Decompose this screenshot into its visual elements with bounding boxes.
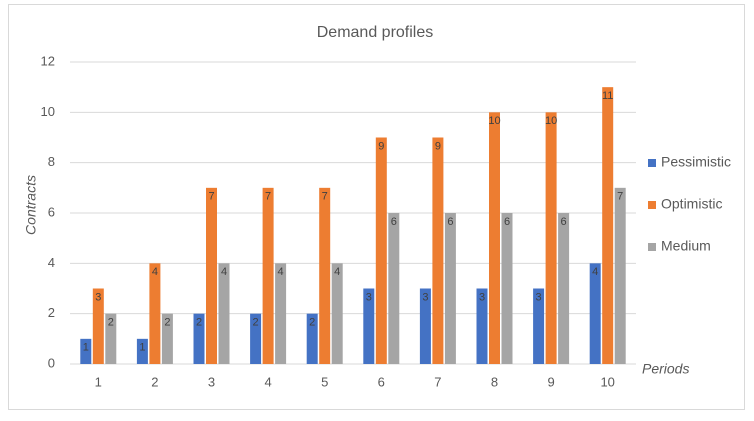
bar — [80, 338, 92, 364]
data-label: 2 — [253, 317, 259, 329]
bar — [161, 313, 173, 364]
bar — [105, 313, 117, 364]
data-label: 6 — [504, 216, 510, 228]
data-label: 4 — [592, 266, 598, 278]
data-label: 1 — [139, 342, 145, 354]
x-tick-label: 7 — [434, 374, 441, 389]
y-tick-label: 12 — [41, 53, 55, 68]
data-label: 2 — [309, 317, 315, 329]
data-label: 9 — [435, 140, 441, 152]
data-label: 10 — [488, 115, 500, 127]
data-label: 4 — [278, 266, 284, 278]
data-label: 3 — [95, 291, 101, 303]
x-axis-label: Periods — [642, 361, 689, 377]
data-label: 10 — [545, 115, 557, 127]
x-tick-label: 9 — [547, 374, 554, 389]
data-label: 2 — [164, 317, 170, 329]
y-tick-label: 4 — [48, 255, 55, 270]
data-label: 7 — [322, 191, 328, 203]
x-tick-label: 10 — [600, 374, 614, 389]
y-tick-label: 8 — [48, 154, 55, 169]
data-label: 11 — [602, 90, 613, 102]
y-tick-label: 0 — [48, 355, 55, 370]
data-label: 3 — [422, 291, 428, 303]
bar — [149, 263, 161, 364]
x-tick-label: 4 — [264, 374, 271, 389]
bar — [388, 213, 400, 364]
bar — [589, 263, 601, 364]
data-label: 7 — [617, 191, 623, 203]
bar — [206, 187, 217, 364]
bar — [218, 263, 230, 364]
bar — [419, 288, 431, 364]
x-tick-label: 6 — [378, 374, 385, 389]
legend-swatch — [648, 201, 656, 209]
legend-label: Optimistic — [661, 196, 722, 212]
bar — [558, 213, 570, 364]
bar — [92, 288, 104, 364]
data-label: 4 — [334, 266, 340, 278]
legend-swatch — [648, 159, 656, 167]
data-label: 7 — [265, 191, 271, 203]
chart-title: Demand profiles — [317, 24, 434, 41]
x-tick-label: 5 — [321, 374, 328, 389]
data-label: 3 — [536, 291, 542, 303]
data-label: 2 — [108, 317, 114, 329]
data-label: 6 — [447, 216, 453, 228]
x-tick-label: 1 — [95, 374, 102, 389]
bar — [363, 288, 375, 364]
y-tick-label: 10 — [41, 104, 55, 119]
y-axis-label: Contracts — [23, 175, 39, 235]
data-label: 7 — [208, 191, 214, 203]
data-label: 9 — [378, 140, 384, 152]
bar — [545, 112, 557, 364]
x-tick-label: 8 — [491, 374, 498, 389]
bar — [136, 338, 148, 364]
legend-swatch — [648, 243, 656, 251]
x-tick-label: 3 — [208, 374, 215, 389]
data-label: 3 — [366, 291, 372, 303]
data-label: 2 — [196, 317, 202, 329]
bar — [501, 213, 513, 364]
data-label: 4 — [221, 266, 227, 278]
bar — [432, 137, 444, 364]
data-label: 3 — [479, 291, 485, 303]
bar — [275, 263, 287, 364]
data-label: 4 — [152, 266, 158, 278]
bar — [614, 187, 626, 364]
bar — [602, 87, 614, 365]
bar — [375, 137, 387, 364]
bar — [489, 112, 500, 364]
bar — [444, 213, 456, 364]
data-label: 6 — [391, 216, 397, 228]
y-tick-label: 6 — [48, 204, 55, 219]
bar — [533, 288, 545, 364]
bar — [476, 288, 488, 364]
x-tick-label: 2 — [151, 374, 158, 389]
data-label: 6 — [561, 216, 567, 228]
legend-label: Medium — [661, 238, 711, 254]
data-label: 1 — [83, 342, 89, 354]
bar — [250, 313, 262, 364]
bar — [331, 263, 343, 364]
bar — [306, 313, 318, 364]
legend-label: Pessimistic — [661, 154, 731, 170]
y-tick-label: 2 — [48, 305, 55, 320]
bar — [319, 187, 331, 364]
bar — [262, 187, 274, 364]
bar — [193, 313, 205, 364]
